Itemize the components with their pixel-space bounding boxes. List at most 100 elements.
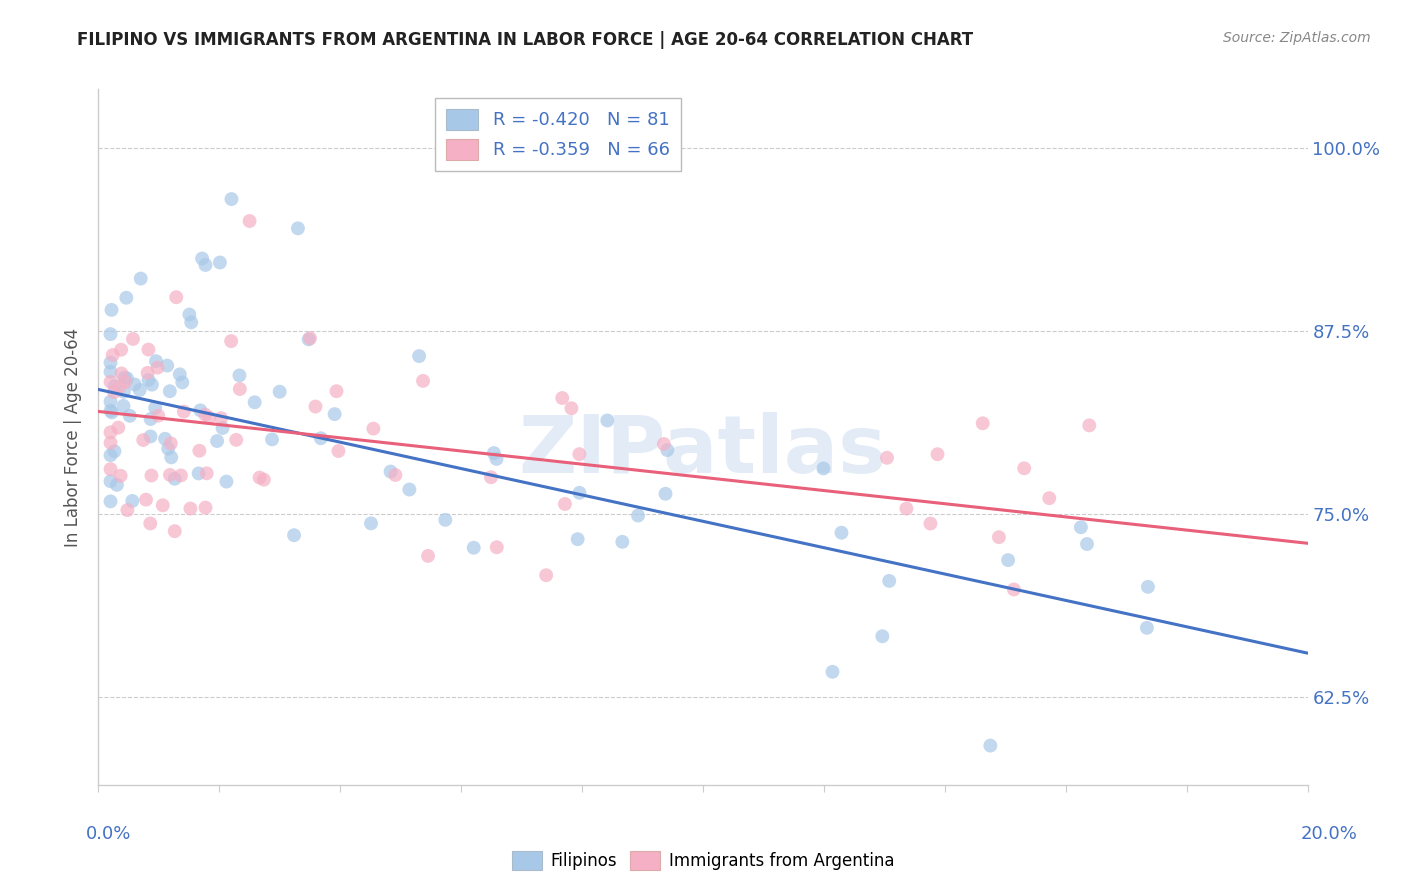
Point (118, 409, 141, 423)
Point (567, 532, 589, 546)
Point (163, 524, 186, 538)
Point (416, 549, 439, 563)
Point (138, 373, 160, 387)
Point (135, 492, 157, 507)
Point (830, 525, 852, 540)
Text: Source: ZipAtlas.com: Source: ZipAtlas.com (1223, 31, 1371, 45)
Point (198, 410, 221, 425)
Point (132, 433, 155, 447)
Point (323, 407, 346, 421)
Point (920, 516, 942, 531)
Point (159, 384, 181, 399)
Y-axis label: In Labor Force | Age 20-64: In Labor Force | Age 20-64 (65, 327, 83, 547)
Point (107, 420, 129, 434)
Point (105, 478, 128, 492)
Point (612, 534, 634, 549)
Point (100, 302, 122, 317)
Point (115, 371, 138, 385)
Point (157, 442, 180, 456)
Point (110, 343, 132, 357)
Point (360, 516, 382, 531)
Point (228, 368, 250, 383)
Point (398, 483, 420, 497)
Point (112, 384, 135, 399)
Point (100, 394, 122, 409)
Point (554, 497, 576, 511)
Point (194, 500, 217, 515)
Point (110, 367, 132, 381)
Point (100, 435, 122, 450)
Point (896, 501, 918, 516)
Point (112, 399, 135, 413)
Text: ZIPatlas: ZIPatlas (519, 412, 887, 490)
Point (160, 450, 183, 465)
Point (170, 468, 193, 483)
Point (485, 540, 508, 554)
Point (100, 448, 122, 462)
Text: 20.0%: 20.0% (1301, 825, 1357, 843)
Point (112, 370, 135, 384)
Point (208, 255, 231, 269)
Point (141, 468, 163, 483)
Point (190, 403, 212, 417)
Point (253, 473, 276, 487)
Point (219, 334, 242, 348)
Point (172, 376, 194, 390)
Point (813, 461, 835, 475)
Point (141, 377, 163, 392)
Point (221, 192, 243, 206)
Point (103, 385, 125, 400)
Point (195, 467, 218, 481)
Point (463, 541, 485, 555)
Legend: Filipinos, Immigrants from Argentina: Filipinos, Immigrants from Argentina (505, 844, 901, 877)
Point (163, 472, 186, 486)
Point (328, 444, 350, 458)
Point (187, 467, 209, 481)
Point (1076, 537, 1098, 551)
Point (652, 437, 675, 451)
Point (173, 404, 195, 418)
Point (159, 467, 181, 482)
Point (1078, 418, 1101, 433)
Point (128, 383, 150, 397)
Point (179, 308, 201, 322)
Point (299, 331, 322, 345)
Point (194, 258, 217, 272)
Point (485, 451, 508, 466)
Point (283, 528, 305, 542)
Point (997, 553, 1019, 567)
Legend: R = -0.420   N = 81, R = -0.359   N = 66: R = -0.420 N = 81, R = -0.359 N = 66 (434, 98, 681, 170)
Point (215, 475, 238, 489)
Point (156, 359, 179, 373)
Point (380, 465, 402, 479)
Point (243, 395, 266, 409)
Point (101, 348, 124, 362)
Point (145, 354, 167, 368)
Point (143, 401, 166, 415)
Point (100, 375, 122, 389)
Point (972, 417, 994, 431)
Point (148, 409, 170, 423)
Point (100, 475, 122, 489)
Point (165, 290, 187, 304)
Point (877, 574, 900, 588)
Point (191, 252, 214, 266)
Point (121, 494, 143, 508)
Point (551, 391, 574, 405)
Point (304, 400, 326, 414)
Point (927, 447, 949, 461)
Point (987, 530, 1010, 544)
Point (124, 377, 146, 392)
Point (136, 366, 159, 380)
Point (239, 214, 262, 228)
Point (180, 315, 202, 329)
Point (209, 411, 232, 425)
Point (1012, 461, 1035, 475)
Point (179, 501, 201, 516)
Point (103, 444, 125, 458)
Point (309, 431, 332, 445)
Text: FILIPINO VS IMMIGRANTS FROM ARGENTINA IN LABOR FORCE | AGE 20-64 CORRELATION CHA: FILIPINO VS IMMIGRANTS FROM ARGENTINA IN… (77, 31, 973, 49)
Point (110, 468, 132, 483)
Point (876, 450, 898, 465)
Point (298, 332, 321, 346)
